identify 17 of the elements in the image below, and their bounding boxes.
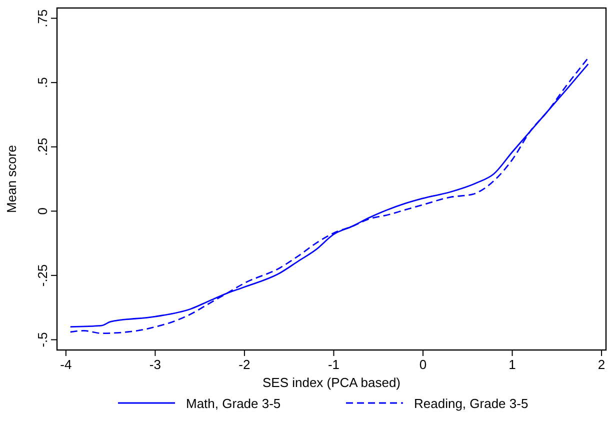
x-tick-label: 2	[598, 357, 606, 372]
y-tick-label: .25	[35, 138, 50, 156]
x-tick-label: -3	[149, 357, 161, 372]
x-tick-label: -4	[60, 357, 72, 372]
x-tick-label: 1	[508, 357, 516, 372]
legend-label: Math, Grade 3-5	[186, 396, 281, 411]
y-tick-label: .5	[35, 77, 50, 88]
x-axis-title: SES index (PCA based)	[262, 375, 401, 390]
y-tick-label: .75	[35, 9, 50, 28]
y-axis-title: Mean score	[4, 145, 19, 213]
y-tick-label: -.5	[35, 332, 50, 348]
legend-label: Reading, Grade 3-5	[414, 396, 528, 411]
x-tick-label: 0	[419, 357, 427, 372]
x-tick-label: -2	[238, 357, 250, 372]
y-tick-label: -.25	[35, 264, 50, 287]
y-tick-label: 0	[35, 208, 50, 215]
x-tick-label: -1	[328, 357, 340, 372]
